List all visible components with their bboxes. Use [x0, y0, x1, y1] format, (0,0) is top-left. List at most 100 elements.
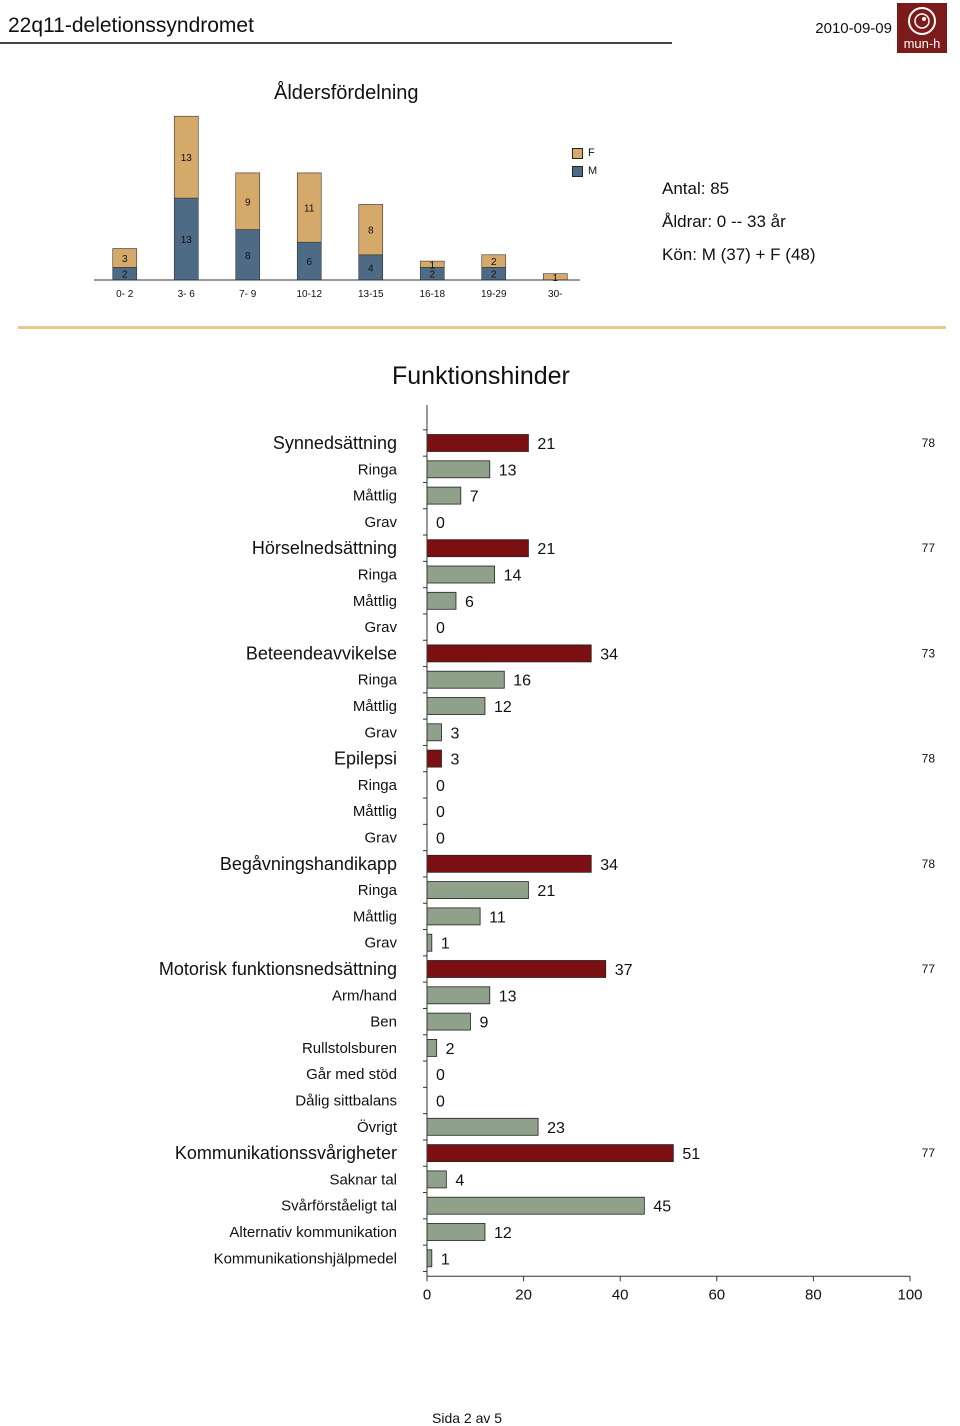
category-bar [426, 854, 592, 873]
subcategory-label: Saknar tal [329, 1171, 397, 1188]
subcategory-bar [426, 907, 481, 926]
subcategory-bar [426, 1170, 447, 1189]
age-bar-f [481, 254, 507, 268]
age-category-label: 3- 6 [178, 289, 196, 300]
subcategory-label: Grav [364, 724, 397, 741]
summary-ages: Åldrar: 0 -- 33 år [662, 212, 786, 231]
category-bar [426, 434, 529, 452]
subcategory-label: Rullstolsburen [302, 1040, 397, 1057]
legend-swatch-m [572, 165, 583, 177]
age-bar-f [112, 248, 138, 268]
subcategory-bar [426, 670, 505, 689]
age-bar-m [173, 197, 199, 281]
bar-value-label: 0 [436, 620, 445, 637]
legend-label-f: F [588, 147, 595, 159]
bar-value-label: 21 [537, 883, 555, 900]
age-bar-value-label: 4 [368, 263, 374, 274]
age-bar-value-label: 8 [368, 226, 374, 237]
report-date: 2010-09-09 [815, 20, 892, 37]
category-bar [426, 749, 442, 768]
age-bar-f [173, 115, 199, 199]
bar-value-label: 0 [436, 515, 445, 532]
age-category-label: 30- [548, 289, 562, 300]
subcategory-label: Övrigt [357, 1118, 398, 1136]
bar-value-label: 12 [494, 1225, 512, 1242]
category-label: Kommunikationssvårigheter [175, 1143, 397, 1163]
category-label: Synnedsättning [273, 433, 397, 453]
subcategory-label: Ringa [358, 567, 398, 584]
legend-item-f: F [572, 144, 597, 162]
bar-value-label: 3 [450, 725, 459, 742]
age-bar-value-label: 13 [181, 235, 193, 246]
bar-value-label: 0 [436, 804, 445, 821]
respondent-count-label: 78 [922, 752, 936, 766]
summary-gender: Kön: M (37) + F (48) [662, 245, 816, 264]
age-bar-value-label: 2 [491, 257, 497, 268]
age-bar-value-label: 6 [306, 257, 312, 268]
subcategory-label: Ringa [358, 882, 398, 899]
bar-value-label: 9 [479, 1015, 488, 1032]
subcategory-bar [426, 1012, 471, 1031]
logo-swirl-icon [908, 7, 936, 35]
bar-value-label: 34 [600, 646, 618, 663]
page-number: Sida 2 av 5 [432, 1410, 503, 1426]
subcategory-label: Grav [364, 935, 397, 952]
bar-value-label: 1 [441, 1251, 450, 1268]
bar-value-label: 0 [436, 831, 445, 848]
subcategory-bar [426, 1196, 645, 1215]
subcategory-label: Måttlig [353, 803, 397, 820]
age-category-label: 19-29 [481, 289, 507, 300]
age-bar-value-label: 2 [122, 270, 128, 281]
age-category-label: 0- 2 [116, 289, 134, 300]
bar-value-label: 37 [615, 962, 633, 979]
subcategory-bar [426, 986, 491, 1005]
category-bar [426, 960, 607, 978]
legend-item-m: M [572, 162, 597, 180]
subcategory-bar [426, 460, 491, 479]
bar-value-label: 13 [499, 988, 517, 1005]
category-label: Begåvningshandikapp [220, 854, 397, 874]
subcategory-label: Går med stöd [306, 1066, 397, 1083]
bar-value-label: 14 [504, 568, 522, 585]
subcategory-bar [426, 1117, 539, 1136]
age-bar-value-label: 9 [245, 197, 251, 208]
x-tick-label: 100 [897, 1286, 922, 1303]
category-bar [426, 1144, 674, 1162]
bar-value-label: 0 [436, 778, 445, 795]
age-bar-value-label: 3 [122, 254, 128, 265]
age-bar-value-label: 1 [552, 273, 558, 284]
subcategory-bar [426, 1039, 438, 1057]
subcategory-label: Grav [364, 619, 397, 636]
age-chart-legend: F M [572, 144, 597, 180]
age-category-label: 10-12 [296, 289, 322, 300]
header-divider [0, 42, 672, 44]
respondent-count-label: 77 [922, 962, 936, 976]
bar-value-label: 0 [436, 1067, 445, 1084]
subcategory-label: Grav [364, 830, 397, 847]
age-bar-f [419, 260, 445, 268]
bar-value-label: 13 [499, 462, 517, 479]
respondent-count-label: 73 [922, 646, 936, 660]
bar-value-label: 34 [600, 857, 618, 874]
bar-value-label: 4 [455, 1172, 464, 1189]
logo-text: mun-h [903, 36, 941, 51]
category-label: Epilepsi [334, 749, 397, 769]
bar-value-label: 6 [465, 594, 474, 611]
bar-value-label: 45 [653, 1199, 671, 1216]
subcategory-label: Ringa [358, 461, 398, 478]
age-bar-value-label: 13 [181, 153, 193, 164]
bar-value-label: 11 [489, 909, 506, 926]
category-label: Beteendeavvikelse [246, 643, 397, 663]
subcategory-bar [426, 1223, 486, 1241]
bar-value-label: 0 [436, 1094, 445, 1111]
x-tick-label: 60 [708, 1286, 725, 1303]
subcategory-label: Dålig sittbalans [295, 1093, 397, 1110]
subcategory-label: Arm/hand [332, 987, 397, 1004]
age-category-label: 7- 9 [239, 289, 257, 300]
respondent-count-label: 78 [922, 436, 936, 450]
respondent-count-label: 78 [922, 857, 936, 871]
bar-value-label: 12 [494, 699, 512, 716]
bar-value-label: 7 [470, 489, 479, 506]
